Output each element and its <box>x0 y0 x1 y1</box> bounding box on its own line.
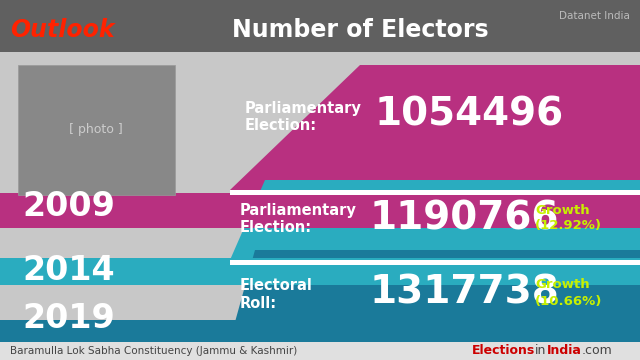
Text: 2009: 2009 <box>22 190 115 224</box>
Text: (10.66%): (10.66%) <box>535 294 602 307</box>
Text: Elections: Elections <box>472 345 535 357</box>
Text: 1054496: 1054496 <box>375 96 564 134</box>
Text: 1317738: 1317738 <box>370 274 560 312</box>
Text: 1190766: 1190766 <box>370 199 559 237</box>
Text: Parliamentary: Parliamentary <box>245 100 362 116</box>
Text: Electoral: Electoral <box>240 278 313 292</box>
Polygon shape <box>0 195 230 225</box>
Text: Election:: Election: <box>245 117 317 132</box>
Polygon shape <box>0 340 640 360</box>
Polygon shape <box>230 190 640 195</box>
Polygon shape <box>230 260 640 265</box>
Text: Growth: Growth <box>535 279 589 292</box>
Polygon shape <box>230 250 640 340</box>
Text: [ photo ]: [ photo ] <box>69 123 123 136</box>
Text: .com: .com <box>582 345 612 357</box>
Text: in: in <box>535 345 547 357</box>
Text: Datanet India: Datanet India <box>559 11 630 21</box>
Text: Growth: Growth <box>535 203 589 216</box>
Text: Parliamentary: Parliamentary <box>240 202 357 217</box>
Polygon shape <box>230 65 640 190</box>
Text: Election:: Election: <box>240 220 312 235</box>
Text: Baramulla Lok Sabha Constituency (Jammu & Kashmir): Baramulla Lok Sabha Constituency (Jammu … <box>10 346 297 356</box>
Polygon shape <box>230 180 640 260</box>
Text: Number of Electors: Number of Electors <box>232 18 488 42</box>
Polygon shape <box>18 65 175 195</box>
Text: (12.92%): (12.92%) <box>535 220 602 233</box>
Polygon shape <box>0 258 640 285</box>
Text: 2019: 2019 <box>22 302 115 334</box>
Text: 2014: 2014 <box>22 253 115 287</box>
Polygon shape <box>0 320 640 342</box>
Polygon shape <box>0 0 640 52</box>
Text: Outlook: Outlook <box>10 18 115 42</box>
Text: India: India <box>547 345 582 357</box>
Polygon shape <box>0 193 640 228</box>
Polygon shape <box>0 52 640 340</box>
Text: Roll:: Roll: <box>240 296 277 310</box>
